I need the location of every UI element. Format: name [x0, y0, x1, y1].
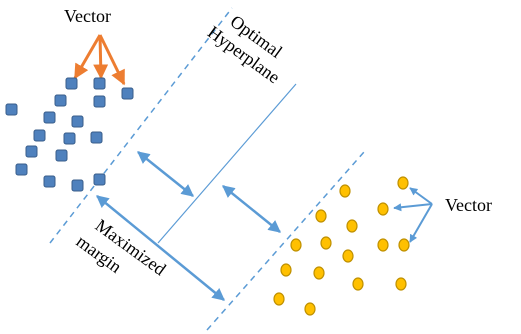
- circle-point: [339, 184, 351, 198]
- square-point: [15, 163, 28, 176]
- square-point: [93, 95, 106, 108]
- optimal-hyperplane-line: [157, 83, 297, 244]
- square-point: [54, 94, 67, 107]
- support-vector-arrows-top: [73, 34, 126, 86]
- vector-label-top: Vector: [64, 6, 111, 26]
- square-point: [5, 103, 18, 116]
- square-point: [43, 175, 56, 188]
- circle-point: [304, 302, 316, 316]
- circle-point: [352, 277, 364, 291]
- square-point: [93, 173, 106, 186]
- square-point: [93, 77, 106, 90]
- square-point: [63, 132, 76, 145]
- square-point: [55, 149, 68, 162]
- margin-arrow-right: [222, 185, 281, 233]
- square-point: [33, 129, 46, 142]
- class-a-points: [5, 77, 134, 192]
- circle-point: [290, 238, 302, 252]
- square-point: [43, 111, 56, 124]
- margin-arrow-left: [137, 151, 194, 197]
- margin-boundary-right: [206, 151, 365, 331]
- maximized-margin-arrow: [96, 195, 225, 301]
- circle-point: [313, 266, 325, 280]
- circle-point: [273, 292, 285, 306]
- circle-point: [280, 263, 292, 277]
- margin-boundary-left: [49, 7, 233, 244]
- class-b-points: [273, 176, 410, 316]
- square-point: [71, 179, 84, 192]
- circle-point: [397, 176, 409, 190]
- square-point: [121, 87, 134, 100]
- square-point: [90, 131, 103, 144]
- circle-point: [315, 209, 327, 223]
- circle-point: [377, 238, 389, 252]
- circle-point: [320, 236, 332, 250]
- circle-point: [395, 277, 407, 291]
- circle-point: [342, 249, 354, 263]
- circle-point: [346, 219, 358, 233]
- square-point: [65, 77, 78, 90]
- vector-label-right: Vector: [445, 195, 492, 215]
- circle-point: [398, 238, 410, 252]
- support-vector-arrows-right: [393, 187, 433, 243]
- square-point: [25, 145, 38, 158]
- square-point: [71, 115, 84, 128]
- circle-point: [377, 202, 389, 216]
